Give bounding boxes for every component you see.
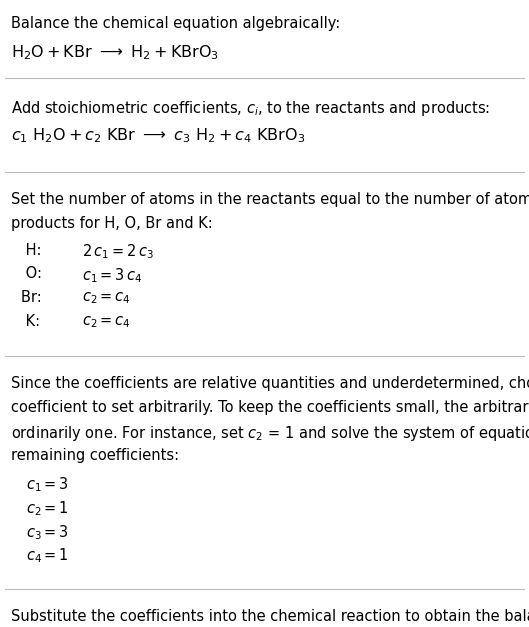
Text: Br:: Br: — [21, 290, 51, 305]
Text: $c_1\ \mathrm{H_2O} + c_2\ \mathrm{KBr}\ \longrightarrow\ c_3\ \mathrm{H_2} + c_: $c_1\ \mathrm{H_2O} + c_2\ \mathrm{KBr}\… — [11, 126, 305, 145]
Text: products for H, O, Br and K:: products for H, O, Br and K: — [11, 216, 212, 231]
Text: Balance the chemical equation algebraically:: Balance the chemical equation algebraica… — [11, 16, 340, 31]
Text: $c_2 = c_4$: $c_2 = c_4$ — [82, 290, 131, 306]
Text: $c_1 = 3\,c_4$: $c_1 = 3\,c_4$ — [82, 266, 143, 285]
Text: coefficient to set arbitrarily. To keep the coefficients small, the arbitrary va: coefficient to set arbitrarily. To keep … — [11, 400, 529, 415]
Text: $c_4 = 1$: $c_4 = 1$ — [26, 547, 69, 566]
Text: remaining coefficients:: remaining coefficients: — [11, 448, 179, 463]
Text: H:: H: — [21, 243, 51, 258]
Text: Add stoichiometric coefficients, $c_i$, to the reactants and products:: Add stoichiometric coefficients, $c_i$, … — [11, 98, 490, 118]
Text: ordinarily one. For instance, set $c_2$ = 1 and solve the system of equations fo: ordinarily one. For instance, set $c_2$ … — [11, 424, 529, 443]
Text: $c_2 = 1$: $c_2 = 1$ — [26, 499, 69, 518]
Text: Set the number of atoms in the reactants equal to the number of atoms in the: Set the number of atoms in the reactants… — [11, 192, 529, 208]
Text: $c_1 = 3$: $c_1 = 3$ — [26, 475, 69, 494]
Text: K:: K: — [21, 314, 50, 329]
Text: Substitute the coefficients into the chemical reaction to obtain the balanced: Substitute the coefficients into the che… — [11, 609, 529, 624]
Text: $c_2 = c_4$: $c_2 = c_4$ — [82, 314, 131, 330]
Text: $\mathrm{H_2O + KBr\ \longrightarrow\ H_2 + KBrO_3}$: $\mathrm{H_2O + KBr\ \longrightarrow\ H_… — [11, 43, 218, 62]
Text: $c_3 = 3$: $c_3 = 3$ — [26, 523, 69, 542]
Text: $2\,c_1 = 2\,c_3$: $2\,c_1 = 2\,c_3$ — [82, 243, 154, 261]
Text: O:: O: — [21, 266, 51, 282]
Text: Since the coefficients are relative quantities and underdetermined, choose a: Since the coefficients are relative quan… — [11, 376, 529, 391]
